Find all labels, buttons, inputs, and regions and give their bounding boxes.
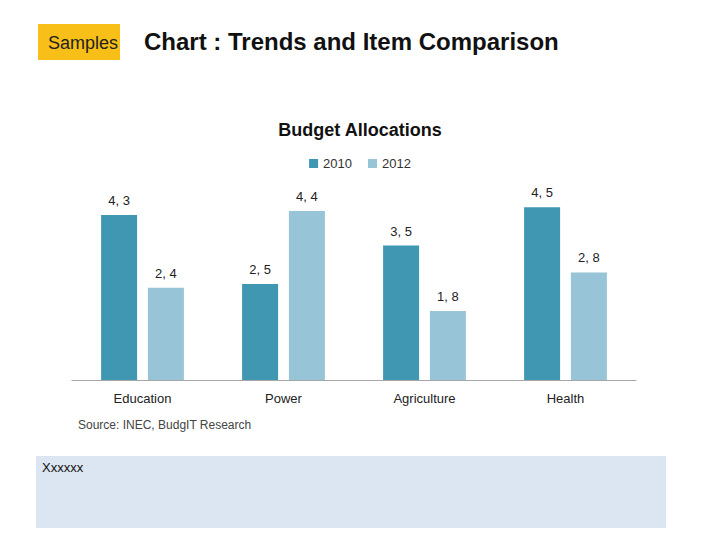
svg-text:4, 5: 4, 5	[531, 185, 553, 200]
html-text:Xxxxxx: Xxxxxx	[42, 460, 84, 475]
svg-text:2, 8: 2, 8	[578, 250, 600, 265]
html-text:Chart : Trends and Item Compar: Chart : Trends and Item Comparison	[144, 28, 559, 55]
svg-text:Health: Health	[547, 391, 585, 406]
svg-text:2, 4: 2, 4	[155, 266, 177, 281]
svg-text:Power: Power	[265, 391, 303, 406]
svg-text:2, 5: 2, 5	[249, 262, 271, 277]
svg-text:Education: Education	[114, 391, 172, 406]
svg-text:Budget Allocations: Budget Allocations	[278, 120, 441, 140]
svg-text:4, 3: 4, 3	[108, 193, 130, 208]
svg-text:2010: 2010	[323, 156, 352, 171]
html-text:Samples: Samples	[48, 33, 118, 53]
svg-text:2012: 2012	[382, 156, 411, 171]
html-text:Source: INEC, BudgIT Research: Source: INEC, BudgIT Research	[78, 418, 252, 432]
svg-text:4, 4: 4, 4	[296, 189, 318, 204]
svg-text:Agriculture: Agriculture	[393, 391, 455, 406]
svg-text:3, 5: 3, 5	[390, 224, 412, 239]
svg-text:1, 8: 1, 8	[437, 289, 459, 304]
